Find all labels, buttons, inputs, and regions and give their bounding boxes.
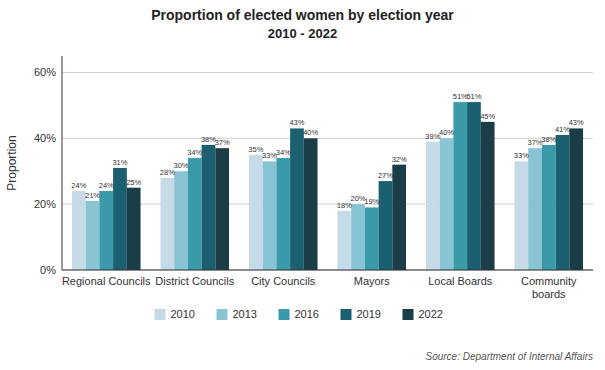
legend-label: 2022 [419, 308, 443, 320]
bar [304, 138, 318, 270]
bar [86, 201, 100, 270]
data-label: 40% [439, 128, 454, 137]
bar [290, 128, 304, 270]
data-label: 34% [276, 148, 291, 157]
bar [365, 207, 379, 270]
legend-label: 2016 [295, 308, 319, 320]
y-tick-label: 0% [40, 264, 56, 276]
bar [249, 155, 263, 270]
bar [337, 211, 351, 270]
bar [72, 191, 86, 270]
bar [542, 145, 556, 270]
x-tick-label: City Councils [251, 275, 316, 287]
legend-swatch [279, 309, 290, 320]
data-labels: 24%28%35%18%39%33%21%30%33%20%40%37%24%3… [71, 92, 584, 210]
annotation: Source: Department of Internal Affairs [426, 351, 594, 362]
title: Proportion of elected women by election … [151, 7, 454, 23]
bar [392, 165, 406, 270]
bar [99, 191, 113, 270]
data-label: 24% [99, 181, 114, 190]
legend-swatch [155, 309, 166, 320]
bars [72, 102, 583, 270]
bar [379, 181, 393, 270]
bar [188, 158, 202, 270]
legend-swatch [217, 309, 228, 320]
legend-swatch [403, 309, 414, 320]
data-label: 37% [215, 138, 230, 147]
x-tick-label: Regional Councils [62, 275, 151, 287]
data-label: 32% [392, 155, 407, 164]
bar [467, 102, 481, 270]
bar [160, 178, 174, 270]
bar [556, 135, 570, 270]
data-label: 21% [85, 191, 100, 200]
x-tick-label: Local Boards [428, 275, 493, 287]
bar [351, 204, 365, 270]
bar [569, 128, 583, 270]
legend-label: 2010 [171, 308, 195, 320]
y-axis-line [62, 56, 63, 270]
data-label: 33% [514, 151, 529, 160]
bar [426, 142, 440, 270]
chart: Proportion of elected women by election … [0, 0, 605, 370]
grid-line [62, 204, 593, 205]
bar [481, 122, 495, 270]
bar [514, 161, 528, 270]
y-tick-label: 20% [34, 198, 56, 210]
grid [62, 72, 593, 270]
x-tick-label: District Councils [155, 275, 234, 287]
x-axis-line [62, 270, 593, 271]
data-label: 43% [289, 118, 304, 127]
bar [202, 145, 216, 270]
data-label: 43% [569, 118, 584, 127]
legend-label: 2019 [357, 308, 381, 320]
bar [215, 148, 229, 270]
x-tick-label: Communityboards [521, 275, 577, 300]
legend-label: 2013 [233, 308, 257, 320]
bar [263, 161, 277, 270]
bar [113, 168, 127, 270]
data-label: 31% [112, 158, 127, 167]
y-axis-label: Proportion [5, 135, 19, 190]
bar [528, 148, 542, 270]
bar [276, 158, 290, 270]
y-tick-label: 40% [34, 132, 56, 144]
grid-line [62, 270, 593, 271]
data-label: 40% [303, 128, 318, 137]
data-label: 24% [71, 181, 86, 190]
bar [440, 138, 454, 270]
legend: 2010 2013 2016 2019 2022 [155, 308, 443, 320]
legend-swatch [341, 309, 352, 320]
data-label: 45% [480, 112, 495, 121]
data-label: 30% [174, 161, 189, 170]
data-label: 38% [541, 135, 556, 144]
bar [174, 171, 188, 270]
x-tick-label: Mayors [354, 275, 391, 287]
data-label: 34% [187, 148, 202, 157]
y-tick-label: 60% [34, 66, 56, 78]
data-label: 19% [364, 197, 379, 206]
data-label: 51% [466, 92, 481, 101]
grid-line [62, 138, 593, 139]
bar [453, 102, 467, 270]
data-label: 25% [126, 178, 141, 187]
subtitle: 2010 - 2022 [268, 26, 337, 41]
data-label: 27% [378, 171, 393, 180]
grid-line [62, 72, 593, 73]
bar [127, 188, 141, 270]
